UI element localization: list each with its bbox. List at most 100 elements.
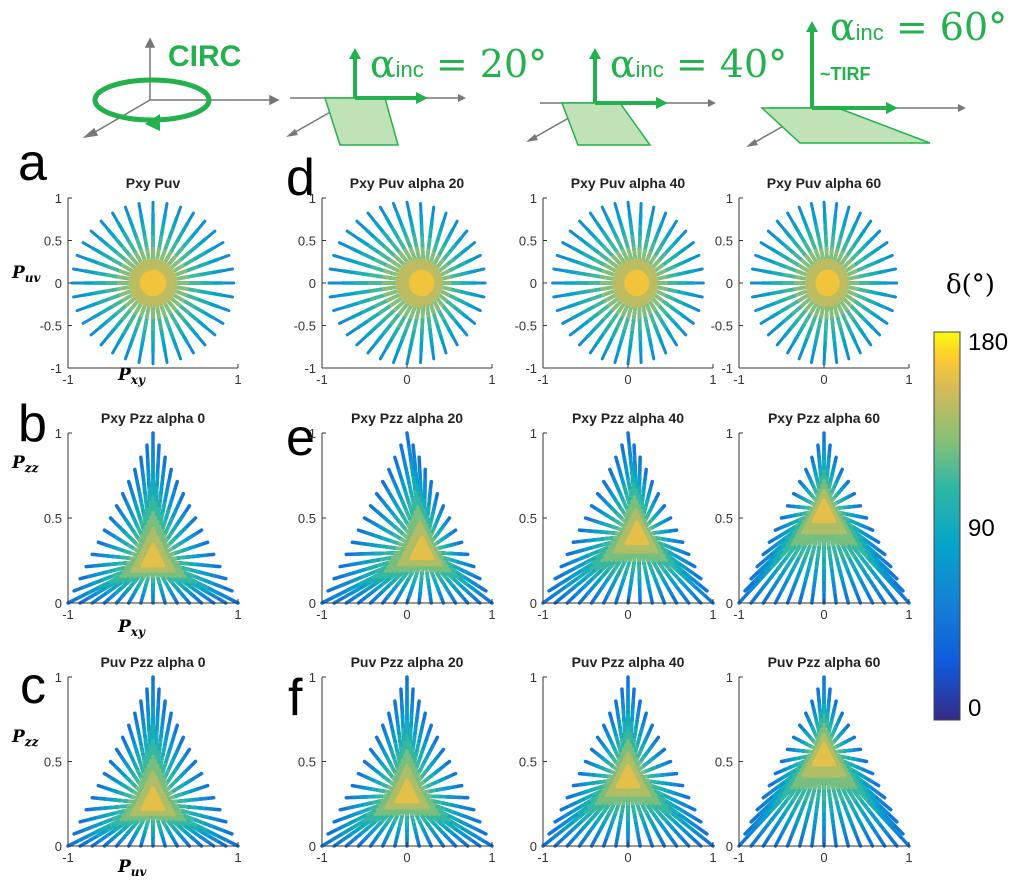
x-tick-label: 1: [905, 372, 912, 387]
y-tick-label: -0.5: [294, 319, 316, 334]
mark-line: [141, 558, 155, 567]
illustration-alpha20: [286, 48, 466, 146]
x-tick-label: -1: [62, 372, 74, 387]
colorbar-title: δ(°): [946, 270, 995, 300]
x-tick-label: 0: [403, 607, 410, 622]
alpha-label-20: αinc = 20°: [370, 42, 548, 86]
chart-title: Pxy Puv: [126, 175, 181, 191]
x-tick-label: -1: [733, 850, 745, 865]
y-tick-label: 1: [309, 670, 316, 685]
y-tick-label: 0.5: [44, 234, 62, 249]
chart-title: Puv Pzz alpha 60: [768, 654, 881, 670]
y-tick-label: 0: [309, 839, 316, 854]
y-tick-label: 0.5: [44, 511, 62, 526]
marks-e1: [320, 431, 494, 605]
mark-line: [141, 802, 155, 810]
mark-line: [423, 281, 435, 287]
y-tick-label: -1: [304, 361, 316, 376]
y-tick-label: 0: [726, 596, 733, 611]
y-tick-label: 0.5: [519, 511, 537, 526]
y-tick-label: 1: [530, 670, 537, 685]
y-tick-label: 0: [726, 839, 733, 854]
chart-e1: Pxy Pzz alpha 20-1 0 110.50: [298, 410, 496, 622]
y-tick-label: 0.5: [519, 234, 537, 249]
mark-line: [812, 751, 826, 765]
illustration-alpha40: [526, 48, 716, 146]
tirf-label: ~TIRF: [820, 64, 871, 84]
x-tick-label: -1: [316, 850, 328, 865]
marks-c: [66, 675, 240, 848]
x-tick-label: 1: [488, 850, 495, 865]
x-tick-label: -1: [537, 607, 549, 622]
chart-b: Pxy Pzz alpha 0 -1 1 1 0.5 0 Pxy Pzz: [11, 410, 242, 639]
x-tick-label: 0: [624, 850, 631, 865]
y-tick-label: 0.5: [715, 755, 733, 770]
circ-label: CIRC: [168, 40, 242, 73]
x-tick-label: 0: [403, 372, 410, 387]
chart-title: Puv Pzz alpha 20: [351, 654, 464, 670]
chart-f3: Puv Pzz alpha 60-1 0 110.50: [715, 654, 913, 865]
chart-title: Pxy Pzz alpha 40: [572, 410, 684, 426]
chart-c: Puv Pzz alpha 0 -1 1 1 0.5 0 Puv Pzz: [11, 654, 242, 879]
marks-e3: [737, 431, 911, 605]
x-tick-label: 1: [234, 850, 241, 865]
y-tick-label: 0.5: [298, 755, 316, 770]
x-axis-label: Puv: [117, 857, 148, 879]
x-tick-label: -1: [537, 372, 549, 387]
y-tick-label: 1: [55, 426, 62, 441]
colorbar-tick-0: 0: [968, 695, 982, 722]
y-tick-label: 0: [55, 276, 62, 291]
y-tick-label: 0.5: [298, 234, 316, 249]
mark-line: [812, 507, 826, 522]
y-tick-label: 0.5: [298, 511, 316, 526]
x-tick-label: 1: [488, 372, 495, 387]
y-tick-label: 0: [530, 839, 537, 854]
marks-d1: [327, 200, 487, 366]
x-tick-label: 1: [709, 372, 716, 387]
y-tick-label: 1: [726, 191, 733, 206]
marks-f1: [320, 675, 494, 848]
chart-d1: Pxy Puv alpha 20 -1 0 1 1 0.5 0 -0.5 -1: [294, 175, 496, 387]
mark-line: [395, 793, 409, 802]
y-tick-label: 1: [309, 191, 316, 206]
y-tick-label: 0: [530, 596, 537, 611]
y-tick-label: 1: [55, 670, 62, 685]
y-tick-label: 0.5: [44, 755, 62, 770]
mark-line: [828, 281, 840, 287]
chart-a: Pxy Puv -1 1 1 0.5 0 -0.5 -1 Pxy Puv: [11, 175, 242, 387]
y-tick-label: -1: [721, 361, 733, 376]
marks-f2: [541, 675, 715, 848]
marks-e2: [541, 431, 715, 605]
y-axis-label: Pzz: [11, 453, 40, 475]
marks-f3: [737, 675, 911, 848]
colorbar-tick-90: 90: [968, 515, 995, 542]
y-axis-label: Pzz: [11, 727, 40, 749]
x-tick-label: 0: [820, 372, 827, 387]
x-tick-label: -1: [733, 607, 745, 622]
chart-title: Pxy Puv alpha 20: [350, 175, 465, 191]
y-tick-label: 1: [55, 191, 62, 206]
chart-title: Pxy Pzz alpha 0: [101, 410, 205, 426]
chart-title: Puv Pzz alpha 0: [100, 654, 205, 670]
y-tick-label: 1: [726, 426, 733, 441]
chart-title: Pxy Pzz alpha 60: [768, 410, 880, 426]
x-tick-label: 0: [820, 607, 827, 622]
x-tick-label: -1: [62, 850, 74, 865]
x-tick-label: 1: [709, 850, 716, 865]
chart-e2: Pxy Pzz alpha 40-1 0 110.50: [519, 410, 717, 622]
y-axis-label: Puv: [11, 263, 42, 285]
y-tick-label: 0: [530, 276, 537, 291]
chart-d3: Pxy Puv alpha 60 -1 0 1 1 0.5 0 -0.5 -1: [711, 175, 913, 387]
x-tick-label: -1: [316, 607, 328, 622]
x-tick-label: 1: [709, 607, 716, 622]
y-tick-label: 0: [55, 839, 62, 854]
x-tick-label: 1: [905, 850, 912, 865]
x-tick-label: 1: [488, 607, 495, 622]
colorbar: [933, 331, 961, 721]
y-tick-label: 1: [530, 426, 537, 441]
y-tick-label: 0: [55, 596, 62, 611]
marks-d2: [551, 200, 705, 366]
panel-letter-f: f: [288, 669, 303, 727]
